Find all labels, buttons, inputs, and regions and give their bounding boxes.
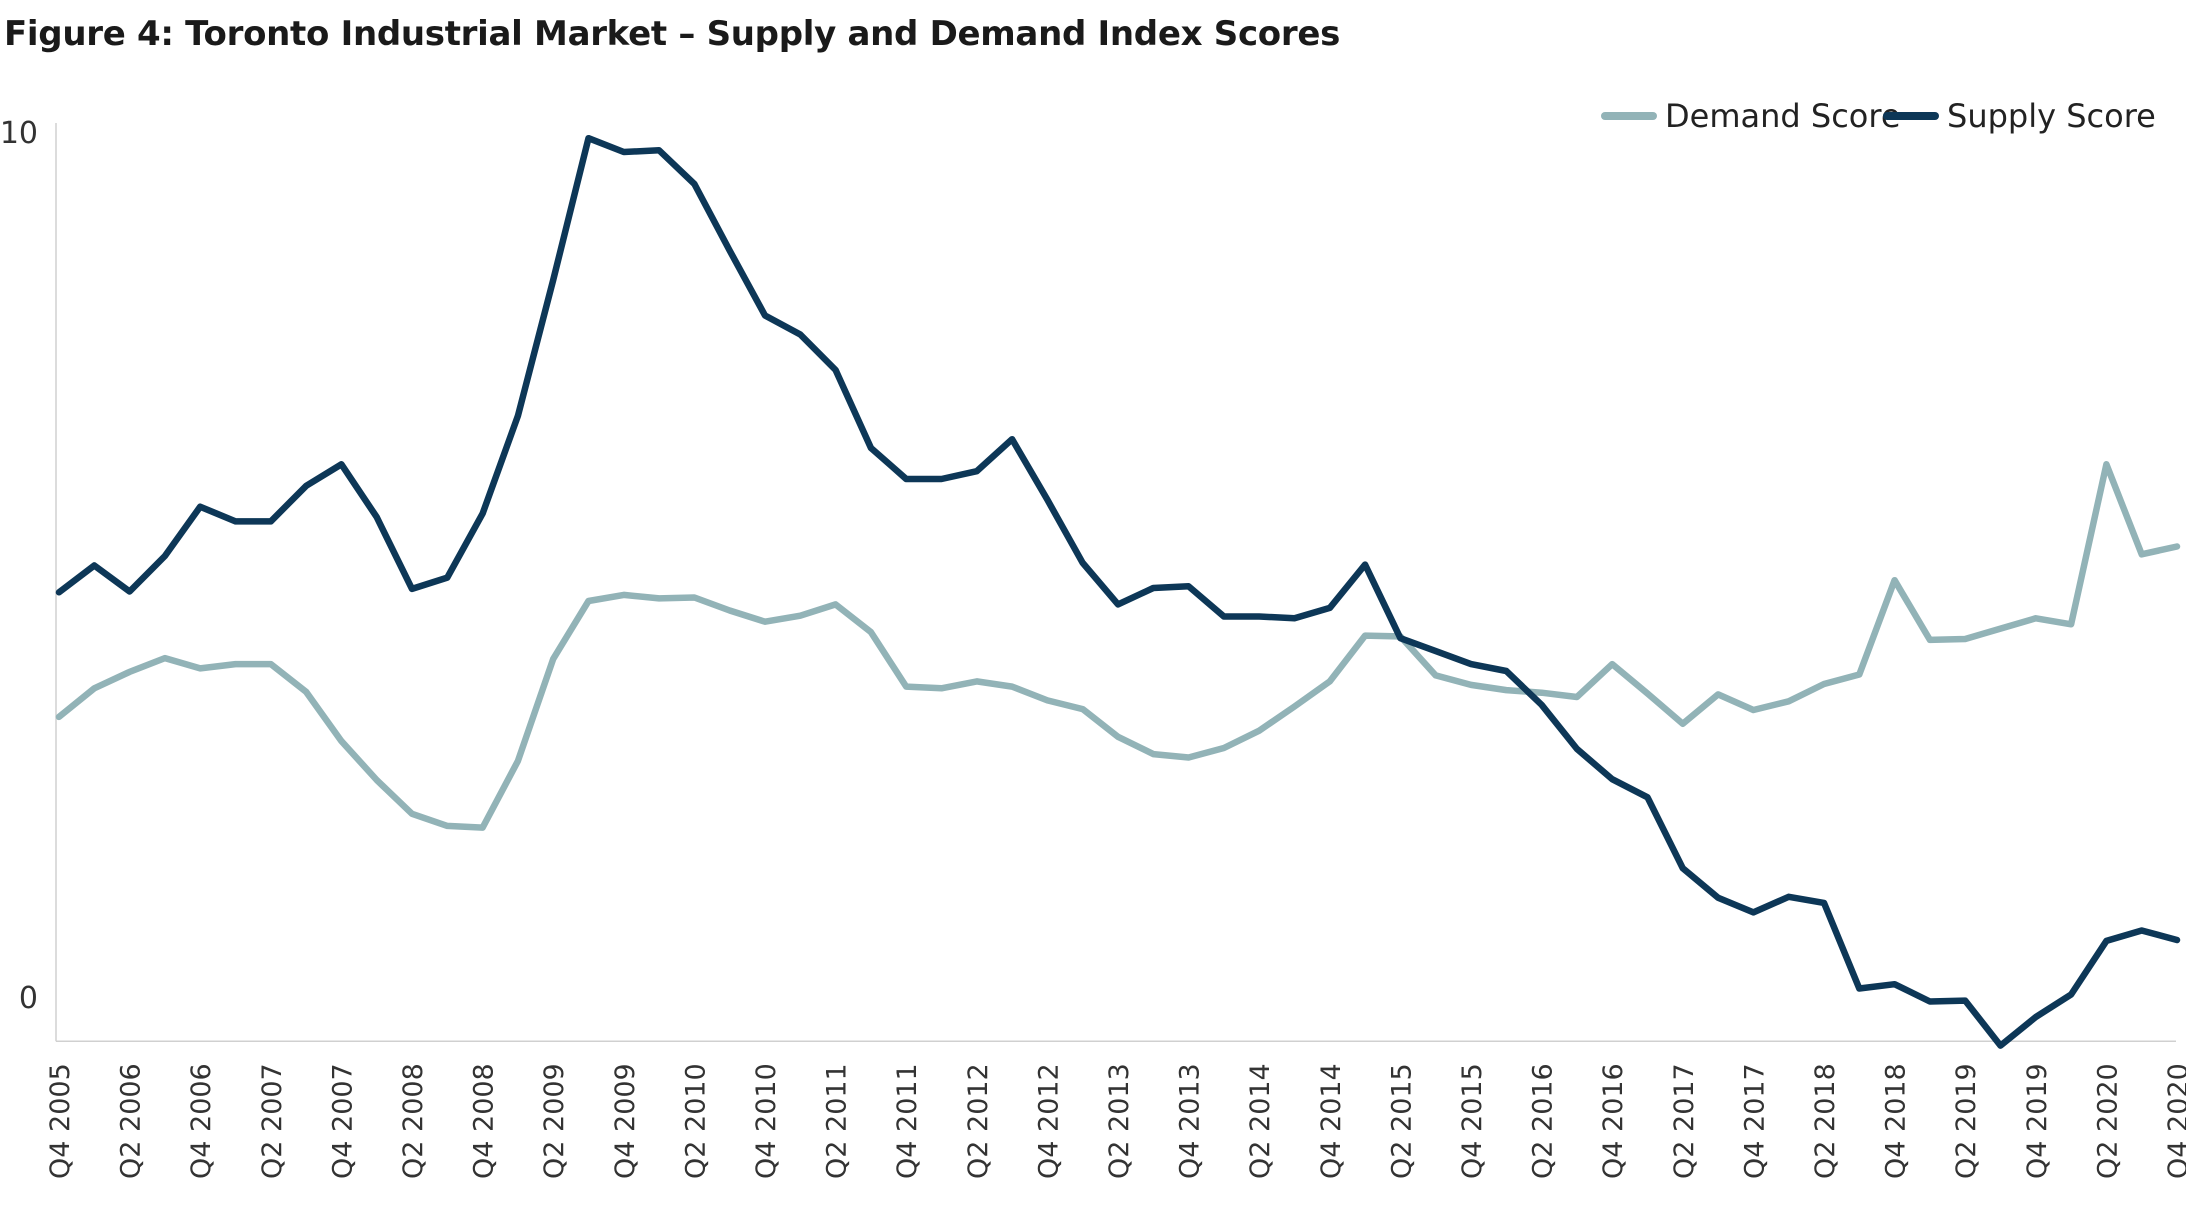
y-axis-ticks: 0 10 [0,116,38,1016]
x-tick-label: Q4 2011 [892,1063,923,1179]
legend-label-demand-score: Demand Score [1665,97,1901,135]
chart-axes [55,123,2176,1042]
x-tick-label: Q4 2010 [751,1063,782,1179]
x-tick-label: Q2 2014 [1245,1063,1276,1179]
x-tick-label: Q2 2015 [1386,1063,1417,1179]
x-tick-label: Q2 2006 [116,1063,147,1179]
x-tick-label: Q2 2013 [1104,1063,1135,1179]
x-tick-label: Q4 2009 [610,1063,641,1179]
x-tick-label: Q4 2008 [469,1063,500,1179]
x-tick-label: Q2 2011 [822,1063,853,1179]
x-tick-label: Q2 2020 [2092,1063,2123,1179]
series-line-supply-score [55,134,2181,1049]
series-line-demand-score [55,461,2181,831]
x-tick-label: Q4 2015 [1457,1063,1488,1179]
x-tick-label: Q2 2008 [398,1063,429,1179]
x-tick-label: Q2 2009 [539,1063,570,1179]
x-tick-label: Q4 2018 [1881,1063,1912,1179]
x-tick-label: Q4 2019 [2022,1063,2053,1179]
x-tick-label: Q4 2020 [2163,1063,2186,1179]
x-tick-label: Q2 2019 [1951,1063,1982,1179]
y-tick-label: 0 [19,981,38,1016]
x-tick-label: Q4 2013 [1175,1063,1206,1179]
x-tick-label: Q2 2017 [1669,1063,1700,1179]
x-tick-label: Q2 2012 [963,1063,994,1179]
chart-series-lines [55,134,2181,1049]
x-tick-label: Q4 2006 [186,1063,217,1179]
y-tick-label: 10 [0,116,38,151]
x-tick-label: Q4 2005 [45,1063,76,1179]
chart-legend: Demand Score Supply Score [1601,97,2156,135]
chart-title: Figure 4: Toronto Industrial Market – Su… [4,14,1341,54]
legend-label-supply-score: Supply Score [1947,97,2156,135]
x-tick-label: Q4 2017 [1739,1063,1770,1179]
x-tick-label: Q2 2018 [1810,1063,1841,1179]
x-axis-ticks: Q4 2005 Q2 2006 Q4 2006 Q2 2007 Q4 2007 Q2 20… [45,1063,2186,1179]
x-tick-label: Q2 2016 [1528,1063,1559,1179]
x-tick-label: Q4 2012 [1033,1063,1064,1179]
x-tick-label: Q4 2014 [1316,1063,1347,1179]
x-tick-label: Q4 2007 [327,1063,358,1179]
x-tick-label: Q2 2007 [257,1063,288,1179]
x-tick-label: Q4 2016 [1598,1063,1629,1179]
x-tick-label: Q2 2010 [680,1063,711,1179]
